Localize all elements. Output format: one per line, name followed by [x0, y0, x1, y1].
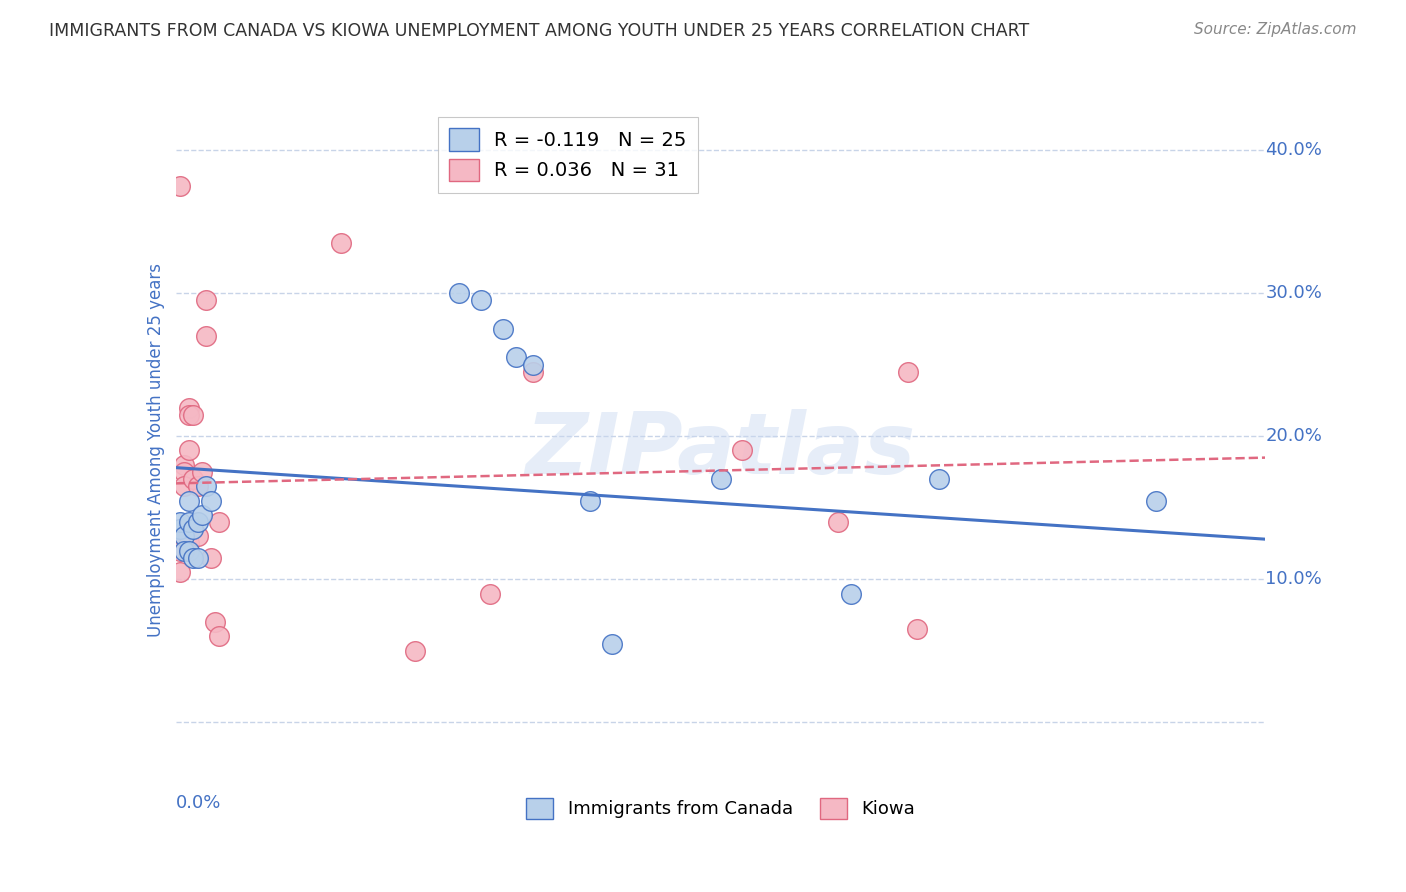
- Point: [600, 637, 623, 651]
- Point: [169, 522, 191, 536]
- Point: [181, 522, 204, 536]
- Point: [330, 235, 353, 250]
- Point: [186, 479, 209, 493]
- Point: [169, 178, 191, 193]
- Point: [522, 358, 544, 372]
- Text: 10.0%: 10.0%: [1265, 570, 1322, 588]
- Point: [177, 515, 200, 529]
- Point: [897, 365, 920, 379]
- Point: [186, 529, 209, 543]
- Point: [173, 543, 195, 558]
- Point: [169, 515, 191, 529]
- Text: Source: ZipAtlas.com: Source: ZipAtlas.com: [1194, 22, 1357, 37]
- Point: [181, 550, 204, 565]
- Text: 0.0%: 0.0%: [176, 794, 221, 812]
- Point: [177, 543, 200, 558]
- Point: [186, 550, 209, 565]
- Point: [710, 472, 733, 486]
- Text: 30.0%: 30.0%: [1265, 284, 1322, 302]
- Point: [447, 286, 470, 301]
- Point: [177, 493, 200, 508]
- Point: [169, 565, 191, 579]
- Point: [186, 515, 209, 529]
- Legend: Immigrants from Canada, Kiowa: Immigrants from Canada, Kiowa: [519, 791, 922, 826]
- Point: [731, 443, 754, 458]
- Point: [492, 322, 515, 336]
- Point: [827, 515, 849, 529]
- Point: [195, 329, 218, 343]
- Text: IMMIGRANTS FROM CANADA VS KIOWA UNEMPLOYMENT AMONG YOUTH UNDER 25 YEARS CORRELAT: IMMIGRANTS FROM CANADA VS KIOWA UNEMPLOY…: [49, 22, 1029, 40]
- Point: [405, 644, 427, 658]
- Point: [173, 458, 195, 472]
- Point: [195, 293, 218, 308]
- Point: [928, 472, 950, 486]
- Point: [195, 479, 218, 493]
- Point: [169, 543, 191, 558]
- Point: [905, 623, 928, 637]
- Point: [173, 529, 195, 543]
- Point: [200, 493, 222, 508]
- Point: [841, 586, 863, 600]
- Point: [579, 493, 602, 508]
- Point: [470, 293, 492, 308]
- Y-axis label: Unemployment Among Youth under 25 years: Unemployment Among Youth under 25 years: [146, 263, 165, 638]
- Point: [173, 465, 195, 479]
- Point: [478, 586, 501, 600]
- Point: [204, 615, 226, 630]
- Point: [181, 408, 204, 422]
- Point: [173, 479, 195, 493]
- Point: [505, 351, 527, 365]
- Text: 40.0%: 40.0%: [1265, 141, 1322, 159]
- Point: [191, 465, 214, 479]
- Point: [1144, 493, 1167, 508]
- Point: [522, 365, 544, 379]
- Point: [177, 401, 200, 415]
- Point: [200, 550, 222, 565]
- Point: [177, 443, 200, 458]
- Point: [191, 508, 214, 522]
- Point: [181, 472, 204, 486]
- Text: 20.0%: 20.0%: [1265, 427, 1322, 445]
- Point: [169, 522, 191, 536]
- Point: [208, 630, 231, 644]
- Point: [173, 529, 195, 543]
- Point: [177, 536, 200, 550]
- Text: ZIPatlas: ZIPatlas: [526, 409, 915, 492]
- Point: [208, 515, 231, 529]
- Point: [177, 408, 200, 422]
